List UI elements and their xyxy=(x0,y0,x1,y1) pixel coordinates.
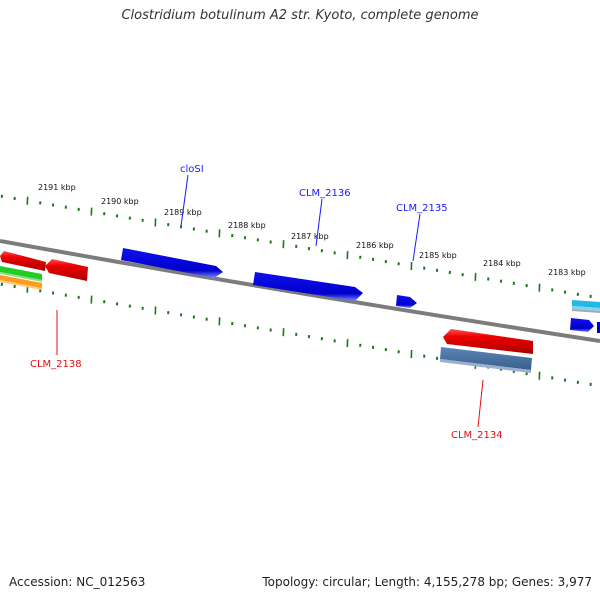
gene-arrow-forward[interactable] xyxy=(570,318,594,332)
ruler-label: 2187 kbp xyxy=(291,232,329,241)
map-title: Clostridium botulinum A2 str. Kyoto, com… xyxy=(121,8,479,23)
ruler-label: 2190 kbp xyxy=(101,197,139,206)
genome-summary-text: Topology: circular; Length: 4,155,278 bp… xyxy=(262,575,592,589)
genome-backbone xyxy=(0,239,600,343)
accession-text: Accession: NC_012563 xyxy=(9,575,146,589)
label-leader-line xyxy=(477,379,484,428)
gene-arrow-reverse[interactable] xyxy=(443,329,533,354)
gene-label[interactable]: CLM_2135 xyxy=(396,203,448,214)
gene-label[interactable]: CLM_2138 xyxy=(30,359,82,370)
ruler-label: 2184 kbp xyxy=(483,259,521,268)
gene-arrow-forward[interactable] xyxy=(396,295,417,308)
ruler-label: 2185 kbp xyxy=(419,251,457,260)
label-leader-line xyxy=(180,174,189,227)
ruler-label: 2183 kbp xyxy=(548,268,586,277)
gene-label[interactable]: cloSI xyxy=(180,164,204,175)
reverse-tick-ruler xyxy=(0,282,592,386)
ruler-label: 2188 kbp xyxy=(228,221,266,230)
gene-arrow-forward[interactable] xyxy=(597,322,600,333)
forward-tick-ruler xyxy=(0,194,592,298)
gene-block-cyan[interactable] xyxy=(572,300,600,313)
gene-block-steel-edge xyxy=(440,359,531,373)
gene-block-green-orange[interactable] xyxy=(0,266,42,290)
gene-arrow-forward[interactable] xyxy=(121,248,223,278)
gene-arrow-reverse[interactable] xyxy=(45,259,88,281)
gene-block-steel[interactable] xyxy=(440,347,532,370)
gene-label[interactable]: CLM_2136 xyxy=(299,188,351,199)
gene-arrow-reverse[interactable] xyxy=(0,251,46,271)
ruler-label: 2186 kbp xyxy=(356,241,394,250)
gene-label[interactable]: CLM_2134 xyxy=(451,430,503,441)
ruler-label: 2191 kbp xyxy=(38,183,76,192)
label-leader-line xyxy=(412,213,421,262)
label-leader-line xyxy=(315,198,323,247)
gene-arrow-forward[interactable] xyxy=(253,272,363,301)
